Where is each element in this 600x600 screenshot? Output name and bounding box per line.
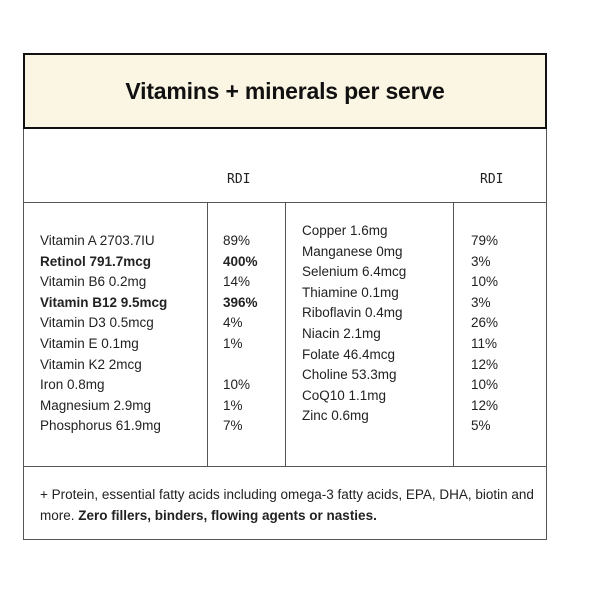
nutrient-name: Niacin 2.1mg — [302, 325, 381, 341]
rdi-value: 400% — [223, 253, 258, 269]
rdi-value: 1% — [223, 397, 243, 413]
left-nutrient-names: Vitamin A 2703.7IU Retinol 791.7mcg Vita… — [40, 231, 167, 437]
rdi-value: 12% — [471, 356, 499, 372]
nutrient-name: Riboflavin 0.4mg — [302, 305, 403, 321]
rdi-value: 3% — [471, 294, 491, 310]
left-rdi-values: 89% 400% 14% 396% 4% 1% 10% 1% 7% — [223, 231, 258, 437]
nutrient-name: Manganese 0mg — [302, 243, 403, 259]
title-box: Vitamins + minerals per serve — [23, 53, 547, 129]
footer-text: + Protein, essential fatty acids includi… — [40, 487, 534, 523]
rdi-value: 26% — [471, 315, 499, 331]
panel-title: Vitamins + minerals per serve — [125, 77, 445, 104]
rdi-value: 89% — [223, 233, 251, 248]
rdi-value: 4% — [223, 315, 243, 331]
rdi-value: 10% — [471, 377, 499, 393]
nutrient-name: Iron 0.8mg — [40, 377, 105, 393]
rdi-value: 12% — [471, 397, 499, 413]
rdi-value: 3% — [471, 253, 491, 269]
nutrient-name: Vitamin A 2703.7IU — [40, 233, 155, 248]
nutrient-name: Selenium 6.4mcg — [302, 264, 407, 280]
column-divider — [453, 202, 454, 467]
nutrient-name: Folate 46.4mcg — [302, 346, 396, 362]
right-rdi-values: 79% 3% 10% 3% 26% 11% 12% 10% 12% 5% — [471, 231, 498, 437]
column-divider — [207, 202, 208, 467]
rdi-value: 14% — [223, 274, 251, 290]
nutrition-panel: Vitamins + minerals per serve RDI RDI Vi… — [23, 53, 547, 540]
nutrient-name: Vitamin E 0.1mg — [40, 335, 139, 351]
footer-emphasis: Zero fillers, binders, flowing agents or… — [78, 508, 377, 523]
rdi-value: 5% — [471, 418, 491, 434]
nutrient-name: Phosphorus 61.9mg — [40, 418, 161, 434]
rdi-value — [223, 355, 258, 376]
nutrient-name: Thiamine 0.1mg — [302, 284, 399, 300]
footer-note: + Protein, essential fatty acids includi… — [40, 484, 540, 526]
nutrient-name: Vitamin K2 2mcg — [40, 356, 142, 372]
nutrient-name: Copper 1.6mg — [302, 223, 388, 238]
rdi-value: 79% — [471, 233, 499, 248]
nutrient-name: Retinol 791.7mcg — [40, 253, 152, 269]
right-nutrient-names: Copper 1.6mg Manganese 0mg Selenium 6.4m… — [302, 221, 406, 427]
nutrient-name: Magnesium 2.9mg — [40, 397, 152, 413]
rdi-value: 11% — [471, 335, 498, 351]
nutrient-name: Choline 53.3mg — [302, 367, 397, 383]
nutrient-name: Vitamin D3 0.5mcg — [40, 315, 154, 331]
rdi-value: 396% — [223, 294, 258, 310]
column-divider — [285, 202, 286, 467]
nutrient-name: Vitamin B12 9.5mcg — [40, 294, 168, 310]
nutrient-name: Zinc 0.6mg — [302, 408, 369, 424]
rdi-value: 10% — [471, 274, 499, 290]
rdi-header-right: RDI — [480, 172, 504, 187]
nutrient-name: CoQ10 1.1mg — [302, 387, 387, 403]
rdi-value: 7% — [223, 418, 243, 434]
rdi-value: 1% — [223, 335, 243, 351]
rdi-value: 10% — [223, 377, 251, 393]
rdi-header-left: RDI — [227, 172, 251, 187]
nutrient-name: Vitamin B6 0.2mg — [40, 274, 147, 290]
